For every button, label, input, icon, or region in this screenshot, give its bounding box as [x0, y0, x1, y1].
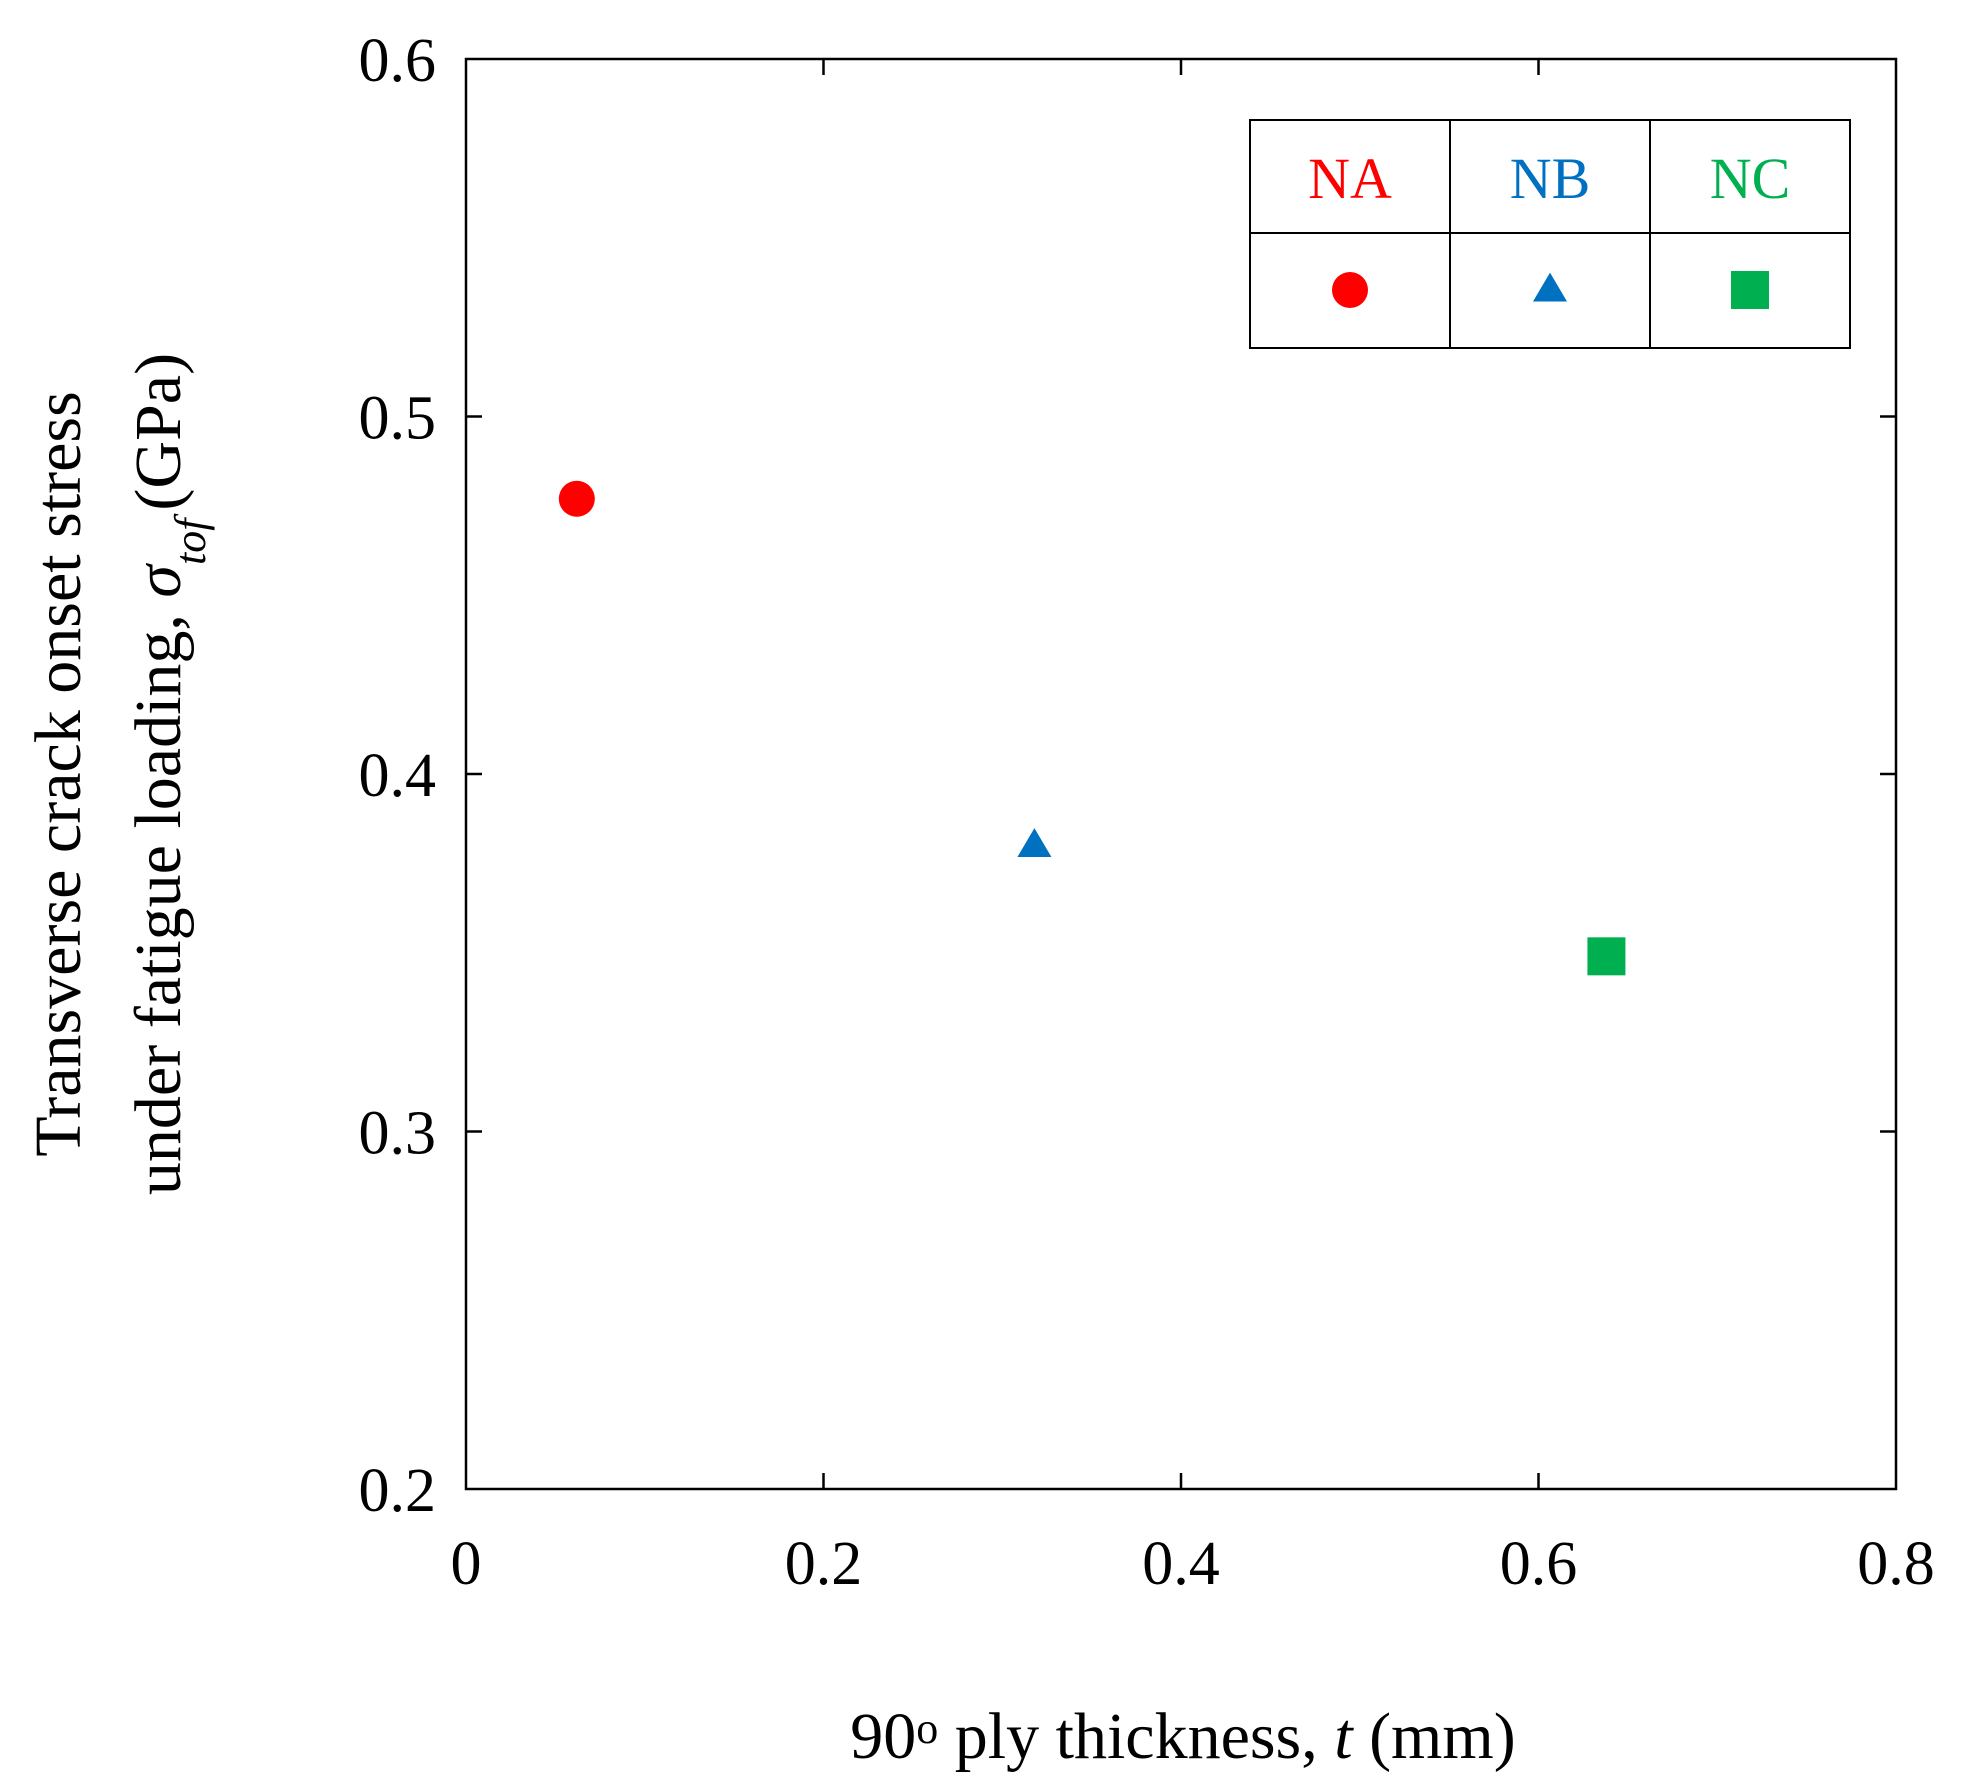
y-tick-label: 0.6 — [359, 27, 437, 95]
legend-label-nb: NB — [1510, 146, 1591, 211]
x-tick-label: 0.4 — [1142, 1530, 1220, 1598]
x-axis-title-middle: ply thickness, — [938, 1700, 1334, 1773]
x-axis-title-variable: t — [1334, 1700, 1354, 1773]
axis-ticks — [466, 59, 1896, 1489]
y-tick-label: 0.4 — [359, 742, 437, 810]
y-tick-label: 0.5 — [359, 385, 437, 453]
y-axis-title-subscript: tof — [166, 513, 215, 565]
legend: NA NB NC — [1249, 119, 1851, 349]
x-axis-title: 90o ply thickness, t (mm) — [850, 1700, 1515, 1773]
legend-marker-nc — [1731, 271, 1769, 309]
y-axis-title-line1: Transverse crack onset stress — [22, 391, 95, 1157]
data-point-na — [558, 480, 595, 517]
legend-marker-na — [1332, 272, 1368, 308]
x-axis-title-unit: (mm) — [1353, 1700, 1516, 1773]
data-point-nb — [1017, 828, 1052, 858]
y-axis-title-line2: under fatigue loading, σtof(GPa) — [122, 353, 215, 1195]
data-point-nc — [1587, 937, 1626, 976]
data-markers — [558, 480, 1626, 976]
x-axis-title-degree: o — [916, 1704, 938, 1753]
x-tick-label: 0.8 — [1857, 1530, 1935, 1598]
tick-labels: 0 0.2 0.4 0.6 0.80.20.30.40.50.6 — [359, 27, 1935, 1598]
legend-marker-nb — [1533, 272, 1567, 302]
y-axis-title: Transverse crack onset stress under fati… — [22, 353, 215, 1195]
y-axis-title-symbol: σ — [122, 563, 195, 598]
x-tick-label: 0.6 — [1500, 1530, 1578, 1598]
y-tick-label: 0.2 — [359, 1457, 437, 1525]
legend-label-na: NA — [1308, 146, 1392, 211]
x-tick-label: 0.2 — [785, 1530, 863, 1598]
y-axis-title-unit: (GPa) — [122, 353, 195, 511]
x-axis-title-prefix: 90 — [850, 1700, 916, 1773]
y-tick-label: 0.3 — [359, 1100, 437, 1168]
y-axis-title-line2-prefix: under fatigue loading, — [122, 598, 195, 1195]
legend-label-nc: NC — [1710, 146, 1791, 211]
x-tick-label: 0 — [451, 1530, 482, 1598]
